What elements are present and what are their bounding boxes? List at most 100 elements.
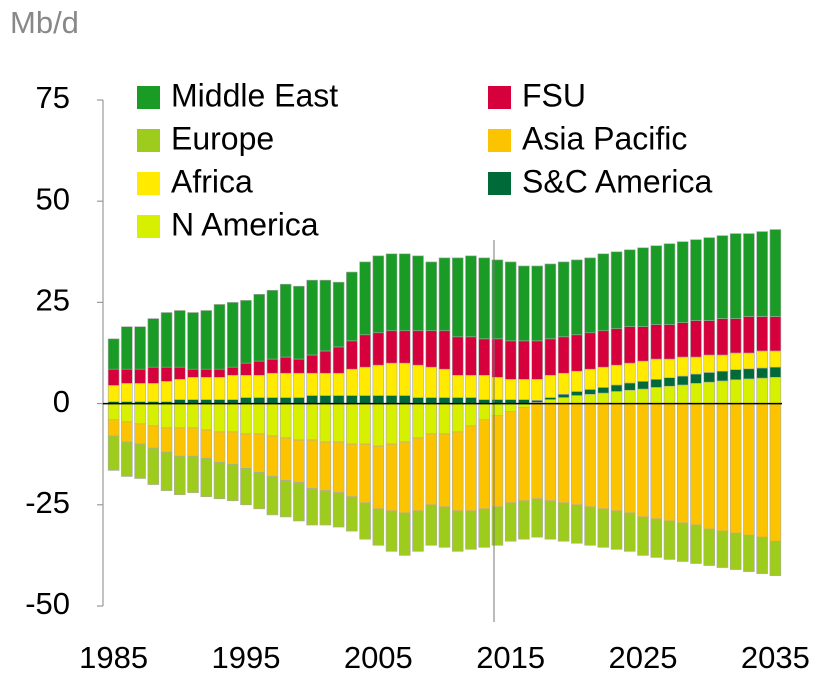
bar-segment <box>147 447 160 485</box>
bar-segment <box>372 508 385 546</box>
bar-segment <box>385 330 398 364</box>
bar-segment <box>650 324 663 360</box>
bar-segment <box>769 376 782 404</box>
bar-segment <box>359 366 371 396</box>
bar-segment <box>716 235 729 319</box>
legend-label: Middle East <box>171 77 338 113</box>
bar-segment <box>332 372 345 396</box>
bar-segment <box>332 395 345 404</box>
bar-segment <box>650 358 663 380</box>
bar-segment <box>332 492 345 528</box>
bar-segment <box>769 403 782 542</box>
bar-segment <box>465 510 477 550</box>
bar-segment <box>451 397 464 404</box>
bar-segment <box>571 391 583 396</box>
bar-segment <box>690 524 702 564</box>
bar-segment <box>610 364 623 386</box>
bar-segment <box>107 368 120 386</box>
bar-segment <box>226 366 239 376</box>
bar-segment <box>425 433 438 506</box>
legend-swatch <box>137 172 160 195</box>
bar-segment <box>729 233 742 319</box>
bar-segment <box>610 510 623 550</box>
bar-segment <box>319 395 332 404</box>
bar-segment <box>703 354 715 373</box>
bar-segment <box>690 239 702 321</box>
bar-segment <box>412 397 424 404</box>
bar-segment <box>544 338 557 376</box>
bar-segment <box>663 403 676 522</box>
bar-segment <box>676 522 689 562</box>
bar-segment <box>412 403 424 439</box>
bar-segment <box>597 253 610 332</box>
y-tick-label: 50 <box>36 181 70 216</box>
legend-label: Africa <box>171 163 253 199</box>
bar-segment <box>624 382 636 391</box>
bar-segment <box>147 318 160 368</box>
bar-segment <box>451 510 464 552</box>
bar-segment <box>279 397 292 404</box>
bar-segment <box>716 530 729 568</box>
bar-segment <box>385 443 398 512</box>
bar-segment <box>226 374 239 400</box>
bar-segment <box>637 381 649 390</box>
bar-segment <box>187 427 199 457</box>
bar-segment <box>293 358 305 374</box>
bar-segment <box>663 385 676 404</box>
bar-segment <box>769 316 782 352</box>
bar-segment <box>425 397 438 404</box>
bar-segment <box>504 379 517 400</box>
bar-segment <box>187 368 199 378</box>
bar-segment <box>160 366 173 382</box>
x-tick-label: 2035 <box>741 640 810 675</box>
bar-segment <box>134 326 146 370</box>
y-unit: Mb/d <box>10 5 79 40</box>
bar-segment <box>769 540 782 576</box>
bar-segment <box>266 403 279 437</box>
bar-segment <box>319 403 332 443</box>
bar-segment <box>491 506 504 546</box>
bar-segment <box>399 512 411 556</box>
bar-segment <box>147 403 160 427</box>
bar-segment <box>610 391 623 404</box>
bar-segment <box>544 263 557 340</box>
bar-segment <box>729 318 742 354</box>
bar-segment <box>200 429 213 459</box>
bar-segment <box>465 374 477 398</box>
bar-segment <box>650 518 663 558</box>
bar-segment <box>240 374 252 398</box>
bar-segment <box>624 362 636 384</box>
bar-segment <box>372 403 385 447</box>
bar-segment <box>663 377 676 387</box>
bar-segment <box>637 247 649 327</box>
bar-segment <box>200 368 213 378</box>
bar-segment <box>346 443 358 498</box>
bar-segment <box>518 265 530 342</box>
bar-segment <box>743 368 755 380</box>
bar-segment <box>729 403 742 534</box>
x-tick-label: 1985 <box>79 640 148 675</box>
bar-segment <box>676 322 689 358</box>
bar-segment <box>597 387 610 394</box>
bar-segment <box>399 441 411 514</box>
bar-segment <box>729 352 742 370</box>
bar-segment <box>584 403 596 508</box>
bar-segment <box>571 395 583 404</box>
bar-segment <box>756 377 768 404</box>
bar-segment <box>385 362 398 396</box>
bar-segment <box>253 397 265 404</box>
bar-segment <box>107 419 120 437</box>
y-tick-label: 75 <box>36 80 70 115</box>
bar-segment <box>332 346 345 374</box>
bar-segment <box>716 318 729 356</box>
bar-segment <box>425 403 438 435</box>
bar-segment <box>584 332 596 370</box>
x-tick-label: 2005 <box>344 640 413 675</box>
bar-segment <box>756 403 768 538</box>
bar-segment <box>716 354 729 372</box>
bar-segment <box>319 490 332 526</box>
bar-segment <box>478 338 490 376</box>
bar-segment <box>174 403 186 429</box>
bar-segment <box>676 356 689 377</box>
bar-segment <box>253 472 265 510</box>
